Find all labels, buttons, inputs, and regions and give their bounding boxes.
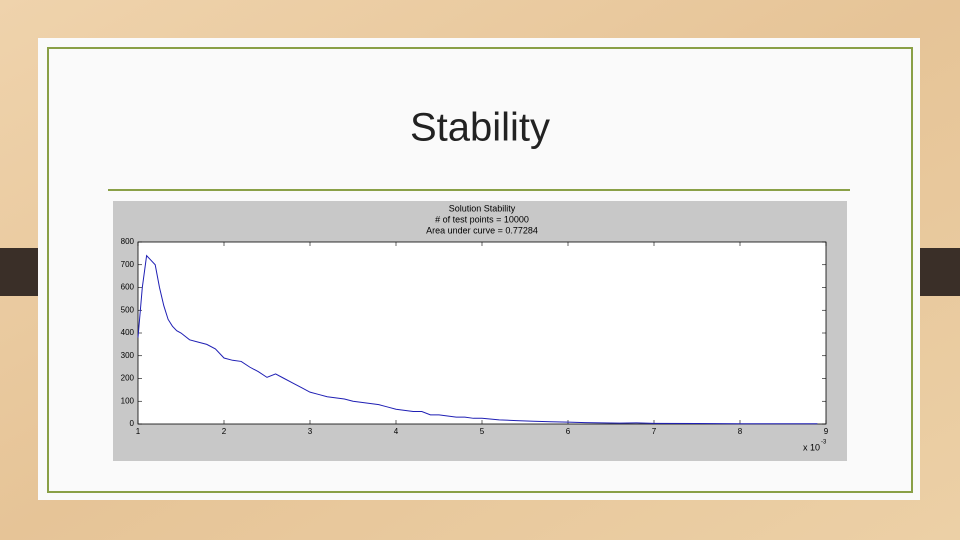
chart-subtitle: # of test points = 10000: [435, 214, 529, 224]
slide-title: Stability: [410, 106, 550, 150]
y-tick-label: 200: [121, 374, 135, 383]
y-tick-label: 100: [121, 396, 135, 405]
x-tick-label: 4: [394, 427, 399, 436]
x-tick-label: 6: [566, 427, 571, 436]
data-line: [137, 254, 818, 425]
x-scale-label: x 10: [803, 442, 820, 452]
y-tick-label: 400: [121, 328, 135, 337]
x-scale-exponent: -3: [821, 440, 827, 446]
chart-subtitle: Area under curve = 0.77284: [426, 225, 538, 235]
x-tick-label: 1: [136, 427, 141, 436]
plot-area: [137, 241, 827, 425]
card-border: [47, 47, 913, 493]
y-tick-label: 0: [130, 419, 135, 428]
x-tick-label: 7: [652, 427, 657, 436]
x-tick-label: 2: [222, 427, 227, 436]
x-tick-label: 9: [824, 427, 829, 436]
y-tick-label: 600: [121, 283, 135, 292]
x-tick-label: 3: [308, 427, 313, 436]
x-tick-label: 8: [738, 427, 743, 436]
y-tick-label: 700: [121, 260, 135, 269]
y-tick-label: 300: [121, 351, 135, 360]
y-tick-label: 800: [121, 237, 135, 246]
x-tick-label: 5: [480, 427, 485, 436]
y-tick-label: 500: [121, 305, 135, 314]
chart-title: Solution Stability: [449, 203, 516, 213]
